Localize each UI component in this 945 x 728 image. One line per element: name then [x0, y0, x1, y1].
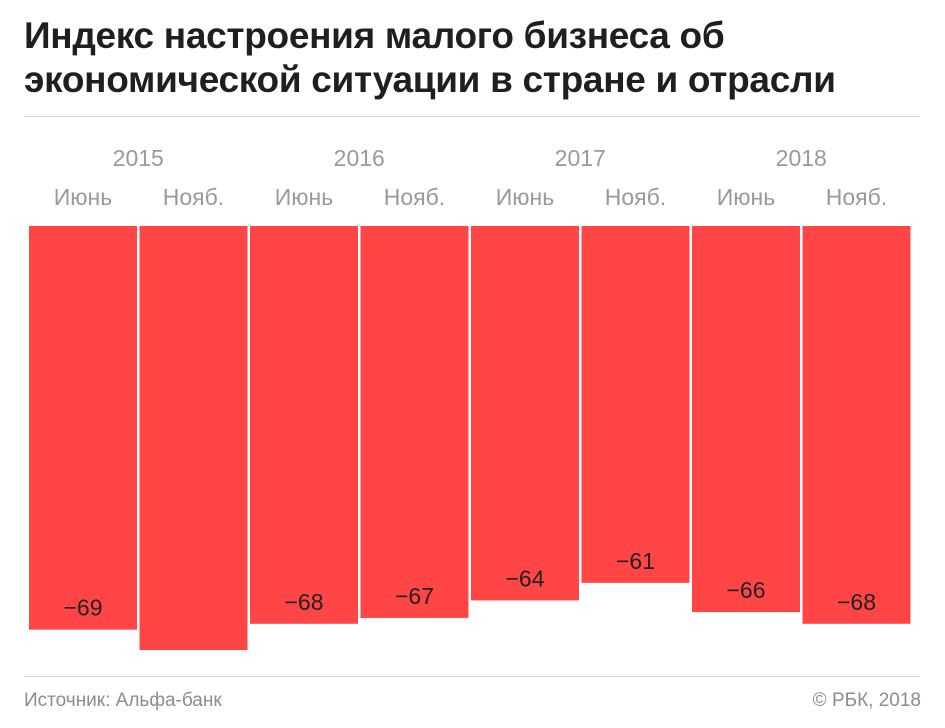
bar-8 [802, 226, 911, 624]
year-label-2017: 2017 [555, 145, 606, 171]
value-label-1: −69 [63, 595, 102, 621]
chart-title: Индекс настроения малого бизнеса об экон… [24, 15, 836, 100]
value-label-4: −67 [395, 583, 434, 609]
year-label-2016: 2016 [334, 145, 385, 171]
year-label-2015: 2015 [113, 145, 164, 171]
copyright-note: © РБК, 2018 [812, 690, 921, 711]
source-note: Источник: Альфа-банк [24, 690, 222, 711]
value-label-6: −61 [616, 548, 655, 574]
month-label-7: Июнь [717, 184, 775, 210]
value-label-8: −68 [837, 589, 876, 615]
month-label-3: Июнь [275, 184, 333, 210]
bar-chart: Июнь −69 Нояб. −78 Июнь −68 Нояб. −67 Июнь −64 Ноя… [29, 145, 911, 650]
bottom-divider [24, 676, 920, 677]
month-label-6: Нояб. [605, 184, 666, 210]
month-label-5: Июнь [496, 184, 554, 210]
month-label-2: Нояб. [163, 184, 224, 210]
value-label-3: −68 [284, 589, 323, 615]
bar-4 [360, 226, 469, 618]
year-label-2018: 2018 [776, 145, 827, 171]
top-divider [24, 116, 920, 117]
month-label-1: Июнь [54, 184, 112, 210]
value-label-5: −64 [505, 565, 544, 591]
month-label-8: Нояб. [826, 184, 887, 210]
month-label-4: Нояб. [384, 184, 445, 210]
bar-3 [250, 226, 358, 624]
bar-6 [581, 226, 690, 583]
bar-5 [471, 226, 579, 601]
value-label-2: −78 [174, 647, 213, 650]
value-label-7: −66 [726, 577, 765, 603]
bar-1 [29, 226, 137, 630]
bar-7 [692, 226, 800, 613]
bar-2 [139, 226, 248, 650]
